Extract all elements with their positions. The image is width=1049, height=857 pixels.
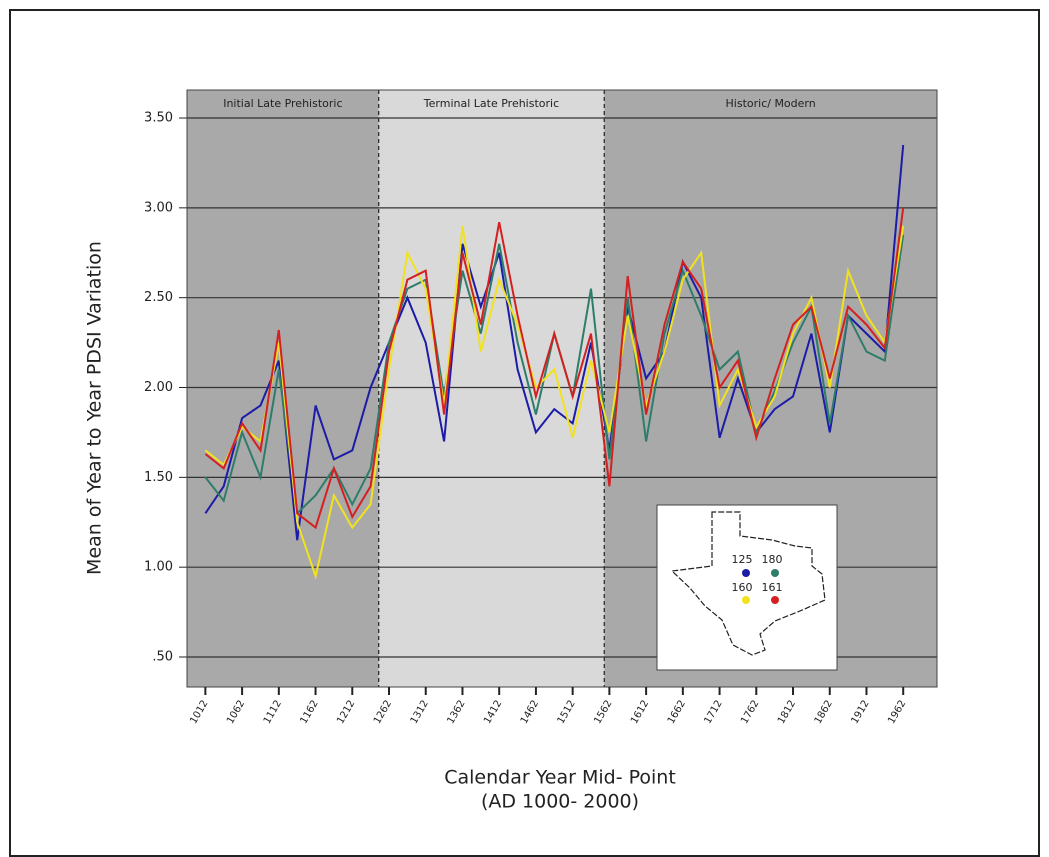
legend-label: 161 <box>762 581 783 594</box>
legend-swatch <box>771 596 779 604</box>
region <box>378 90 605 687</box>
y-tick-label: 3.00 <box>144 200 173 215</box>
x-axis-label: Calendar Year Mid- Point <box>444 767 676 789</box>
region-label: Initial Late Prehistoric <box>223 97 342 110</box>
inset-map: 125 180 160 161 <box>656 504 838 671</box>
series-line <box>204 144 905 541</box>
region-label: Terminal Late Prehistoric <box>423 97 559 110</box>
y-tick-label: 1.00 <box>144 560 173 575</box>
legend-label: 125 <box>732 553 753 566</box>
legend-swatch <box>742 596 750 604</box>
series-line <box>204 207 905 530</box>
legend-swatch <box>771 569 779 577</box>
region-label: Historic/ Modern <box>726 97 816 110</box>
inset-box <box>656 504 838 671</box>
x-axis-sublabel: (AD 1000- 2000) <box>481 791 639 813</box>
y-tick-label: 1.50 <box>144 470 173 485</box>
plot-border <box>186 89 938 688</box>
series-line <box>204 225 905 580</box>
y-tick-label: 3.50 <box>144 111 173 126</box>
texas-outline <box>670 511 826 656</box>
y-tick-label: .50 <box>152 649 173 664</box>
legend-label: 180 <box>762 553 783 566</box>
legend-label: 160 <box>732 581 753 594</box>
y-tick-label: 2.00 <box>144 380 173 395</box>
y-axis-label: Mean of Year to Year PDSI Variation <box>84 241 106 575</box>
y-tick-label: 2.50 <box>144 290 173 305</box>
legend-swatch <box>742 569 750 577</box>
